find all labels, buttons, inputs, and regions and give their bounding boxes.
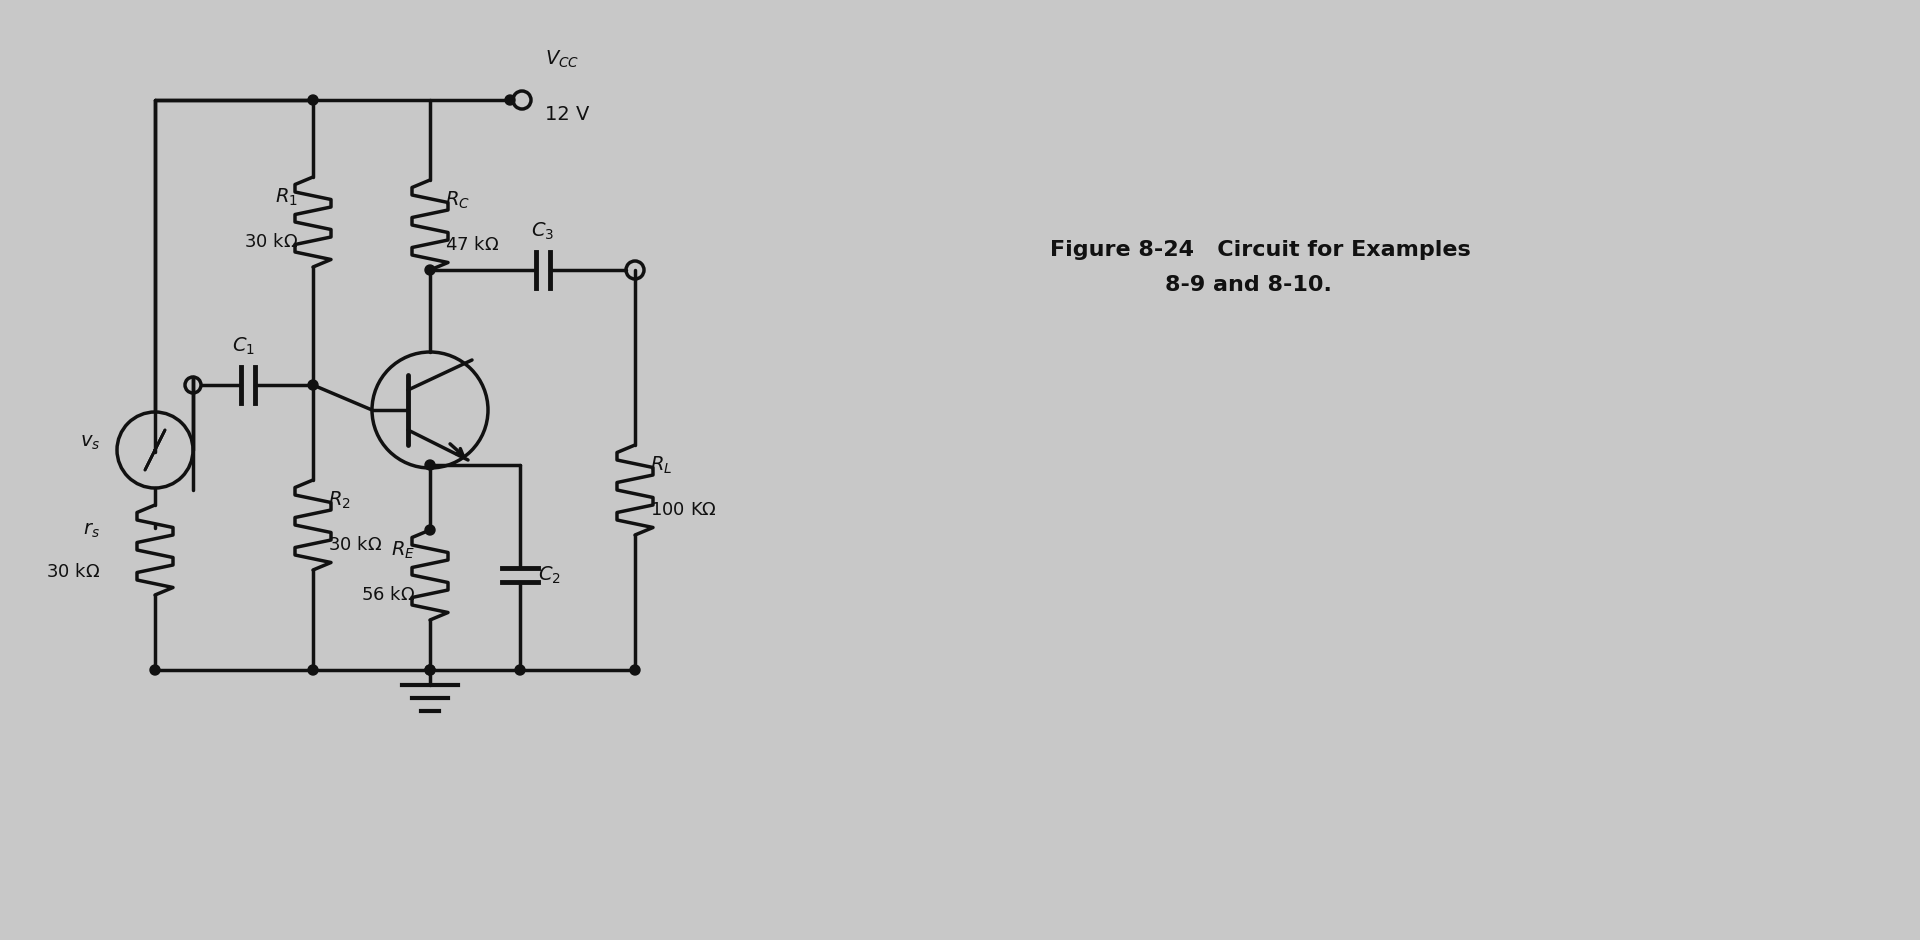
Text: 12 V: 12 V (545, 105, 589, 124)
Circle shape (150, 665, 159, 675)
Text: $R_2$: $R_2$ (328, 490, 351, 510)
Text: $C_1$: $C_1$ (232, 336, 255, 357)
Text: $R_L$: $R_L$ (651, 454, 672, 476)
Circle shape (424, 665, 436, 675)
Circle shape (424, 665, 436, 675)
Circle shape (630, 665, 639, 675)
Text: 100 K$\Omega$: 100 K$\Omega$ (651, 501, 716, 519)
Circle shape (424, 265, 436, 275)
Text: $R_C$: $R_C$ (445, 189, 470, 211)
Text: $C_2$: $C_2$ (538, 564, 561, 586)
Text: 8-9 and 8-10.: 8-9 and 8-10. (1165, 275, 1332, 295)
Text: $R_1$: $R_1$ (275, 186, 298, 208)
Text: 56 k$\Omega$: 56 k$\Omega$ (361, 586, 415, 604)
Circle shape (515, 665, 524, 675)
Text: Figure 8-24   Circuit for Examples: Figure 8-24 Circuit for Examples (1050, 240, 1471, 260)
Text: $C_3$: $C_3$ (532, 221, 555, 242)
Text: $r_s$: $r_s$ (83, 521, 100, 540)
Circle shape (307, 380, 319, 390)
Circle shape (424, 525, 436, 535)
Text: 30 k$\Omega$: 30 k$\Omega$ (244, 233, 298, 251)
Text: $R_E$: $R_E$ (392, 540, 415, 560)
Circle shape (307, 95, 319, 105)
Circle shape (505, 95, 515, 105)
Text: 30 k$\Omega$: 30 k$\Omega$ (46, 563, 100, 581)
Text: $v_s$: $v_s$ (79, 432, 100, 451)
Text: 30 k$\Omega$: 30 k$\Omega$ (328, 536, 382, 554)
Text: $V_{CC}$: $V_{CC}$ (545, 49, 580, 70)
Circle shape (307, 665, 319, 675)
Circle shape (424, 460, 436, 470)
Text: 47 k$\Omega$: 47 k$\Omega$ (445, 236, 499, 254)
